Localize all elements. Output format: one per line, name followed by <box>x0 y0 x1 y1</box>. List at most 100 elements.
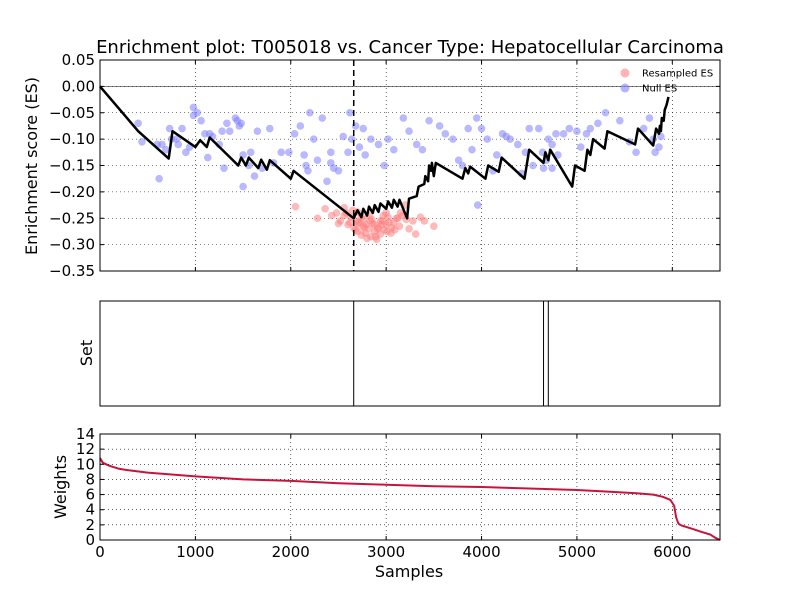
y-tick-label: −0.05 <box>49 104 95 122</box>
null-es-point <box>220 164 228 172</box>
resampled-es-point <box>313 214 322 223</box>
null-es-point <box>355 143 364 151</box>
null-es-point <box>134 119 142 128</box>
null-es-point <box>300 151 308 159</box>
y-tick-label: −0.10 <box>49 130 95 148</box>
null-es-point <box>534 124 543 133</box>
resampled-es-point <box>332 209 341 217</box>
null-es-point <box>616 116 624 125</box>
null-es-point <box>290 130 299 138</box>
weights-line <box>99 457 721 541</box>
null-es-point <box>309 135 318 143</box>
null-es-point <box>594 119 602 128</box>
null-es-point <box>327 159 335 167</box>
null-es-point <box>468 145 476 154</box>
set-y-axis-label: Set <box>77 340 96 366</box>
null-es-point <box>449 135 457 143</box>
null-es-point <box>582 130 591 138</box>
null-es-point <box>454 156 463 165</box>
null-es-point <box>246 148 255 157</box>
null-es-point <box>525 124 534 133</box>
null-es-point <box>361 151 369 159</box>
null-es-point <box>339 132 348 141</box>
y-tick-label: 10 <box>76 455 95 473</box>
resampled-es-point <box>354 218 363 227</box>
null-es-point <box>651 148 659 157</box>
null-es-point <box>334 166 343 175</box>
y-tick-label: 2 <box>85 516 95 534</box>
null-es-point <box>464 124 472 133</box>
resampled-es-point <box>366 217 374 225</box>
null-es-point <box>178 124 186 133</box>
null-es-point <box>205 130 214 138</box>
null-es-point <box>348 135 356 143</box>
null-es-point <box>155 174 163 183</box>
null-es-point <box>237 119 245 128</box>
resampled-es-point <box>346 218 354 227</box>
resampled-es-point <box>351 226 360 234</box>
null-es-point <box>193 108 202 117</box>
null-es-point <box>472 114 481 122</box>
null-es-point <box>544 135 553 143</box>
y-tick-label: 0.05 <box>62 51 95 69</box>
weights-frame <box>99 433 721 541</box>
resampled-es-points <box>291 201 438 244</box>
null-es-point <box>435 122 444 130</box>
null-es-point <box>277 148 286 157</box>
null-es-point <box>374 140 383 149</box>
resampled-es-point <box>383 227 391 236</box>
weights-x-axis-label: Samples <box>375 562 443 581</box>
resampled-es-point <box>382 209 390 217</box>
null-es-point <box>162 145 170 154</box>
null-es-point <box>138 137 146 146</box>
set-panel: Set <box>77 300 721 407</box>
y-tick-label: 14 <box>76 425 95 443</box>
resampled-es-point <box>411 230 420 238</box>
weights-grid <box>100 434 720 540</box>
resampled-es-point <box>377 220 386 229</box>
null-es-point <box>418 145 427 154</box>
null-es-point <box>529 161 537 170</box>
y-tick-label: −0.30 <box>49 236 95 254</box>
resampled-es-point <box>371 232 380 241</box>
null-es-point <box>223 119 231 128</box>
null-es-point <box>539 164 548 172</box>
resampled-es-point <box>409 217 417 225</box>
null-es-point <box>203 153 212 162</box>
legend: Resampled ES Null ES <box>620 68 713 95</box>
null-es-point <box>265 124 274 133</box>
null-es-point <box>380 161 389 170</box>
x-tick-label: 0 <box>95 543 105 561</box>
resampled-es-point <box>393 214 402 223</box>
x-tick-label: 4000 <box>462 543 500 561</box>
resampled-es-point <box>360 223 369 232</box>
null-es-point <box>573 127 581 136</box>
resampled-es-point <box>321 204 329 213</box>
x-tick-label: 3000 <box>367 543 405 561</box>
x-tick-label: 6000 <box>653 543 691 561</box>
set-frame <box>99 300 721 407</box>
x-tick-label: 5000 <box>558 543 596 561</box>
y-tick-label: 12 <box>76 440 95 458</box>
running-es-line <box>99 85 670 220</box>
resampled-es-point <box>334 219 343 228</box>
null-es-point <box>441 130 450 138</box>
y-tick-label: −0.20 <box>49 183 95 201</box>
x-tick-label: 2000 <box>272 543 310 561</box>
null-es-point <box>225 127 234 136</box>
null-es-point <box>477 124 486 133</box>
resampled-es-point <box>420 217 429 225</box>
null-es-point <box>425 116 433 125</box>
resampled-es-point <box>405 225 413 233</box>
null-es-point <box>639 124 648 133</box>
null-es-point <box>399 114 408 122</box>
enrichment-y-axis-label: Enrichment score (ES) <box>22 77 41 255</box>
chart-title: Enrichment plot: T005018 vs. Cancer Type… <box>96 37 724 58</box>
null-es-point <box>384 135 392 143</box>
y-tick-label: 6 <box>85 486 95 504</box>
null-es-point <box>285 148 293 157</box>
legend-resampled-marker <box>620 68 630 78</box>
